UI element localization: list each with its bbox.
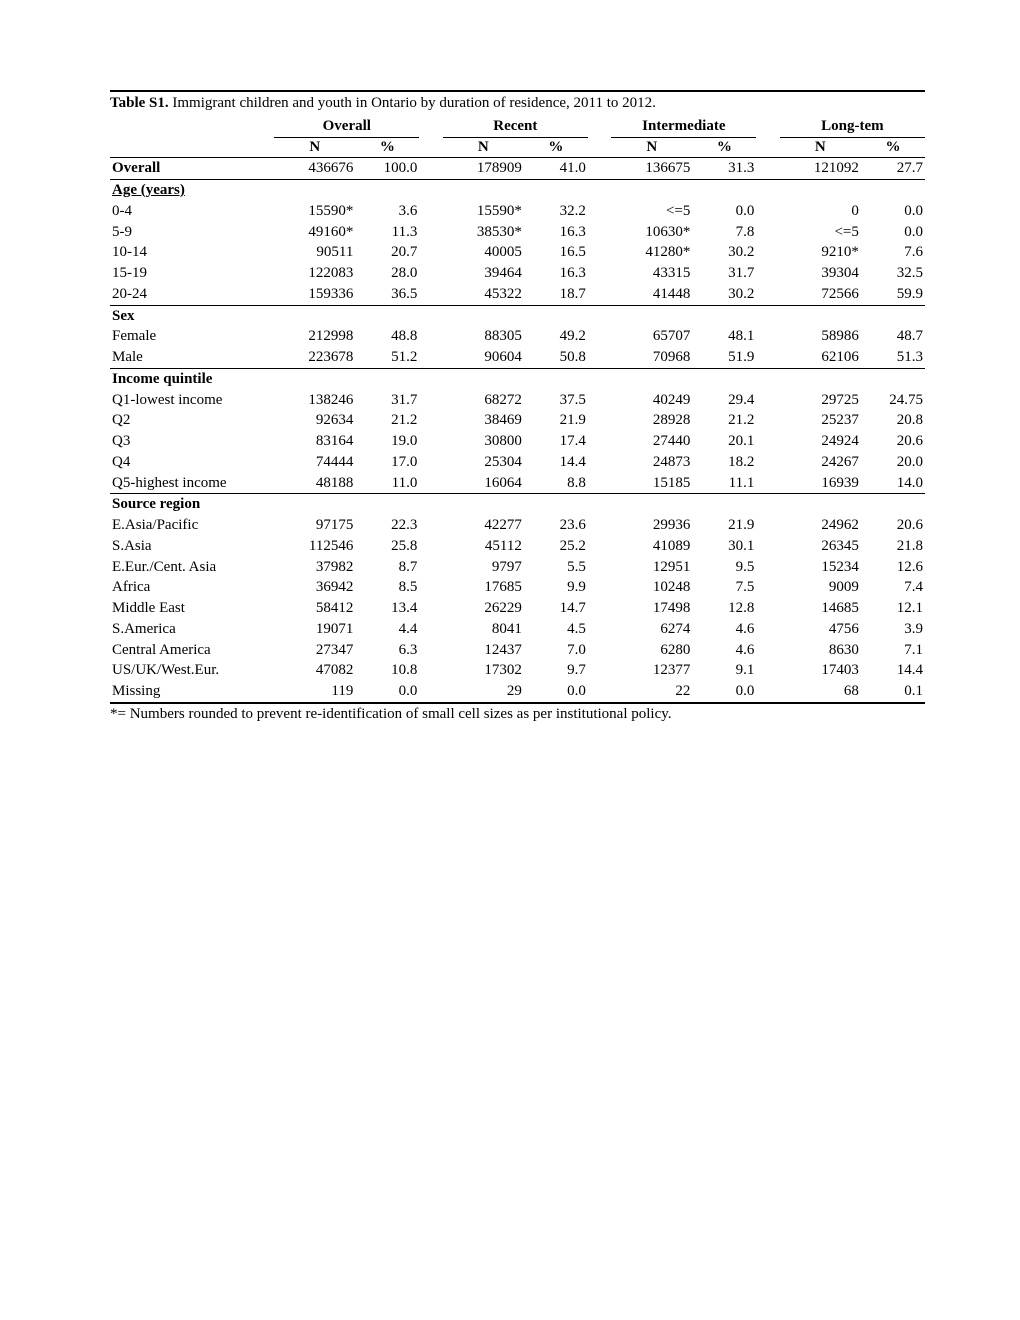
section-header: Sex [110, 305, 925, 326]
table-title: Table S1. Immigrant children and youth i… [110, 91, 925, 116]
table-row: Q29263421.23846921.92892821.22523720.8 [110, 410, 925, 431]
table-row: Female21299848.88830549.26570748.1589864… [110, 326, 925, 347]
table-row: Middle East5841213.42622914.71749812.814… [110, 598, 925, 619]
column-sub-header: N%N%N%N% [110, 137, 925, 158]
table-row: Overall436676100.017890941.013667531.312… [110, 158, 925, 180]
table-row: S.Asia11254625.84511225.24108930.1263452… [110, 536, 925, 557]
footnote: *= Numbers rounded to prevent re-identif… [110, 704, 925, 723]
table-row: 20-2415933636.54532218.74144830.27256659… [110, 284, 925, 305]
section-header: Age (years) [110, 180, 925, 201]
table-row: S.America190714.480414.562744.647563.9 [110, 619, 925, 640]
data-table: Table S1. Immigrant children and youth i… [110, 90, 925, 704]
column-group-header: OverallRecentIntermediateLong-tem [110, 116, 925, 137]
table-row: Q47444417.02530414.42487318.22426720.0 [110, 452, 925, 473]
table-row: E.Eur./Cent. Asia379828.797975.5129519.5… [110, 557, 925, 578]
section-header: Source region [110, 494, 925, 515]
table-row: 0-415590*3.615590*32.2<=50.000.0 [110, 201, 925, 222]
table-row: Male22367851.29060450.87096851.96210651.… [110, 347, 925, 368]
table-row: 15-1912208328.03946416.34331531.73930432… [110, 263, 925, 284]
table-row: Q5-highest income4818811.0160648.8151851… [110, 473, 925, 494]
table-row: Africa369428.5176859.9102487.590097.4 [110, 577, 925, 598]
table-container: Table S1. Immigrant children and youth i… [110, 90, 925, 723]
section-header: Income quintile [110, 368, 925, 389]
table-row: US/UK/West.Eur.4708210.8173029.7123779.1… [110, 660, 925, 681]
table-row: Central America273476.3124377.062804.686… [110, 640, 925, 661]
table-row: Q38316419.03080017.42744020.12492420.6 [110, 431, 925, 452]
table-row: Q1-lowest income13824631.76827237.540249… [110, 390, 925, 411]
table-row: E.Asia/Pacific9717522.34227723.62993621.… [110, 515, 925, 536]
table-row: Missing1190.0290.0220.0680.1 [110, 681, 925, 703]
table-row: 10-149051120.74000516.541280*30.29210*7.… [110, 242, 925, 263]
table-row: 5-949160*11.338530*16.310630*7.8<=50.0 [110, 222, 925, 243]
